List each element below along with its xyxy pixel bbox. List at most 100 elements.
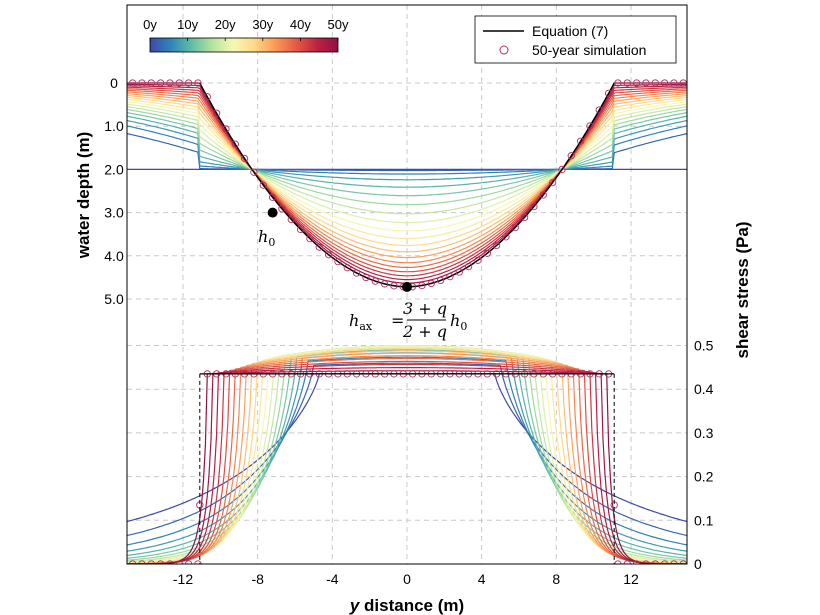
colorbar-label: 30y: [252, 17, 273, 32]
simulation-depth-point: [511, 223, 519, 232]
simulation-depth-point: [212, 109, 221, 117]
simulation-depth-point: [670, 79, 678, 87]
formula-equals: =: [391, 311, 404, 330]
simulation-depth-point: [651, 79, 659, 87]
legend-circle-swatch: [499, 45, 509, 55]
formula-lhs-sub: ax: [359, 320, 373, 333]
simulation-depth-point: [586, 122, 594, 130]
formula-tail-var: h: [450, 311, 460, 330]
simulation-depth-point: [352, 269, 361, 277]
depth-series-line: [127, 115, 687, 188]
h0-var: h: [258, 227, 268, 246]
depth-series-line: [127, 103, 687, 224]
simulation-depth-point: [287, 215, 295, 224]
simulation-depth-point: [558, 165, 566, 174]
simulation-depth-point: [474, 256, 482, 264]
simulation-depth-point: [679, 79, 687, 87]
x-axis-rest: distance (m): [359, 596, 464, 615]
simulation-depth-point: [614, 79, 622, 87]
colorbar-label: 0y: [143, 17, 157, 32]
depth-series-line: [127, 94, 687, 253]
stress-tick-label: 0: [694, 556, 702, 572]
depth-series-line: [127, 133, 687, 172]
stress-series-line: [127, 357, 687, 564]
x-axis-title: y distance (m): [349, 596, 464, 615]
simulation-depth-point: [660, 79, 669, 87]
depth-series-line: [127, 119, 687, 181]
simulation-depth-point: [315, 243, 323, 251]
stress-series-line: [127, 360, 687, 564]
formula-tail: h0: [450, 311, 467, 333]
marker-hax: [402, 281, 412, 292]
depth-series-line: [127, 86, 687, 277]
stress-series-line: [127, 362, 687, 537]
simulation-depth-point: [436, 276, 445, 285]
simulation-depth-point: [520, 213, 529, 222]
simulation-depth-point: [231, 140, 239, 148]
formula-hax: hax = 3 + q 2 + q h0: [349, 299, 467, 341]
formula-lhs: hax: [349, 311, 373, 333]
h0-sub: 0: [268, 236, 275, 249]
colorbar-label: 10y: [177, 17, 198, 32]
depth-series-line: [127, 108, 687, 206]
simulation-depth-point: [427, 279, 435, 288]
depth-tick-label: 2.0: [104, 161, 124, 177]
formula-denominator: 2 + q: [402, 322, 447, 341]
legend: Equation (7) 50-year simulation: [474, 15, 677, 64]
depth-tick-label: 5.0: [104, 291, 124, 307]
label-h0: h0: [258, 227, 275, 249]
plot-frame: [126, 4, 688, 565]
simulation-depth-point: [483, 249, 491, 257]
simulation-depth-point: [184, 79, 193, 87]
simulation-depth-point: [455, 268, 463, 276]
stress-tick-label: 0.3: [694, 425, 714, 441]
simulation-depth-point: [548, 178, 557, 187]
marker-h0: [267, 207, 278, 218]
simulation-depth-point: [502, 233, 510, 241]
series-curves: [127, 79, 687, 564]
simulation-depth-point: [576, 137, 585, 145]
stress-series-line: [127, 363, 687, 564]
simulation-depth-point: [380, 280, 389, 288]
simulation-depth-point: [642, 79, 650, 87]
simulation-depth-point: [334, 257, 342, 266]
simulation-depth-point: [623, 79, 631, 87]
simulation-depth-point: [222, 125, 230, 133]
simulation-depth-point: [343, 264, 351, 272]
simulation-depth-point: [390, 282, 398, 290]
simulation-depth-point: [166, 79, 174, 87]
depth-series-line: [127, 88, 687, 273]
simulation-depth-point: [492, 241, 501, 250]
colorbar: 0y 10y 20y 30y 40y 50y: [143, 17, 349, 53]
simulation-depth-point: [138, 79, 146, 87]
colorbar-ticks: 0y 10y 20y 30y 40y 50y: [143, 17, 349, 41]
depth-series-line: [127, 98, 687, 240]
simulation-depth-point: [175, 79, 183, 87]
simulation-depth-point: [306, 234, 314, 243]
simulation-depth-point: [250, 168, 258, 176]
legend-label-equation: Equation (7): [532, 23, 608, 39]
simulation-depth-point: [595, 106, 603, 114]
formula-tail-sub: 0: [460, 320, 467, 333]
simulation-depth-point: [278, 205, 286, 213]
stress-series-line: [127, 349, 687, 556]
simulation-depth-point: [194, 79, 202, 87]
colorbar-bar: [149, 37, 339, 53]
stress-series-line: [127, 348, 687, 564]
depth-series-line: [127, 112, 687, 197]
legend-box: [474, 15, 677, 64]
simulation-depth-point: [604, 89, 613, 97]
stress-series-line: [127, 355, 687, 564]
colorbar-label: 20y: [215, 17, 236, 32]
stress-tick-label: 0.4: [694, 381, 714, 397]
colorbar-label: 40y: [290, 17, 311, 32]
x-tick-label: 0: [403, 571, 411, 587]
y-axis-title-left: water depth (m): [74, 132, 93, 260]
simulation-depth-point: [268, 193, 277, 201]
stress-tick-label: 0.1: [694, 512, 714, 528]
depth-tick-label: 1.0: [104, 118, 124, 134]
x-axis-var: y: [349, 596, 361, 615]
simulation-depth-point: [296, 225, 305, 234]
simulation-depth-point: [147, 79, 155, 87]
